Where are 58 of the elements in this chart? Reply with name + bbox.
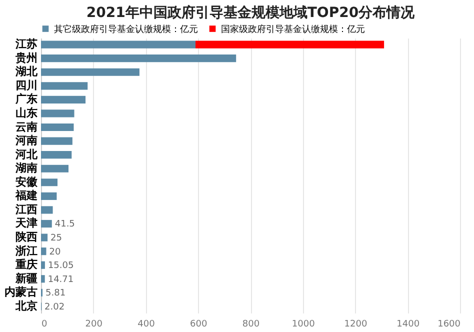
y-tick-label: 贵州 <box>14 51 38 64</box>
y-tick-label: 新疆 <box>14 272 38 285</box>
bar <box>41 164 68 172</box>
bar <box>41 123 74 132</box>
y-tick-label: 山东 <box>16 106 38 120</box>
data-label: 15.05 <box>48 261 74 272</box>
y-tick-label: 内蒙古 <box>4 286 38 299</box>
legend-label: 其它级政府引导基金认缴规模：亿元 <box>54 24 198 35</box>
y-tick-label: 江苏 <box>14 38 38 51</box>
bar <box>41 220 52 228</box>
bar <box>41 68 140 76</box>
x-tick-label: 1000 <box>292 320 316 330</box>
y-tick-label: 云南 <box>16 120 38 134</box>
bar <box>41 96 86 104</box>
y-tick-label: 天津 <box>14 216 38 230</box>
data-label: 2.02 <box>44 302 65 312</box>
bar <box>196 40 384 48</box>
data-label: 20 <box>49 247 61 258</box>
data-label: 5.81 <box>46 288 66 299</box>
bar <box>41 234 48 242</box>
y-tick-label: 陕西 <box>16 230 38 244</box>
y-tick-label: 四川 <box>16 78 38 92</box>
y-tick-label: 广东 <box>14 92 38 106</box>
y-tick-label: 浙江 <box>14 244 38 258</box>
bar <box>41 178 58 186</box>
y-tick-label: 福建 <box>14 189 38 202</box>
x-tick-label: 1200 <box>344 320 368 330</box>
bar <box>41 206 53 214</box>
data-label: 25 <box>50 234 62 244</box>
x-tick-label: 1400 <box>396 320 420 330</box>
x-tick-label: 800 <box>242 320 260 330</box>
data-label: 14.71 <box>48 274 74 285</box>
x-tick-label: 600 <box>190 320 208 330</box>
y-tick-label: 江西 <box>14 202 38 216</box>
y-tick-label: 重庆 <box>14 258 38 272</box>
bar <box>41 192 57 200</box>
bar <box>41 151 72 159</box>
y-tick-label: 北京 <box>14 299 38 312</box>
bar <box>41 275 45 283</box>
x-tick-label: 0 <box>42 320 48 330</box>
bar <box>41 40 196 48</box>
y-tick-label: 河北 <box>14 148 38 161</box>
x-tick-label: 1600 <box>438 320 461 330</box>
bar <box>41 54 236 62</box>
y-tick-label: 安徽 <box>16 175 38 188</box>
bar <box>41 137 72 145</box>
y-tick-label: 湖北 <box>14 65 38 78</box>
bar <box>41 248 46 256</box>
bar <box>41 261 45 269</box>
y-tick-label: 河南 <box>14 134 38 148</box>
chart-title: 2021年中国政府引导基金规模地域TOP20分布情况 <box>86 4 416 21</box>
legend-label: 国家级政府引导基金认缴规模：亿元 <box>221 24 365 35</box>
data-label: 41.5 <box>54 220 75 230</box>
y-tick-label: 湖南 <box>14 162 38 175</box>
bar <box>41 82 88 90</box>
bar <box>41 110 74 118</box>
x-tick-label: 400 <box>138 320 156 330</box>
x-tick-label: 200 <box>85 320 103 330</box>
